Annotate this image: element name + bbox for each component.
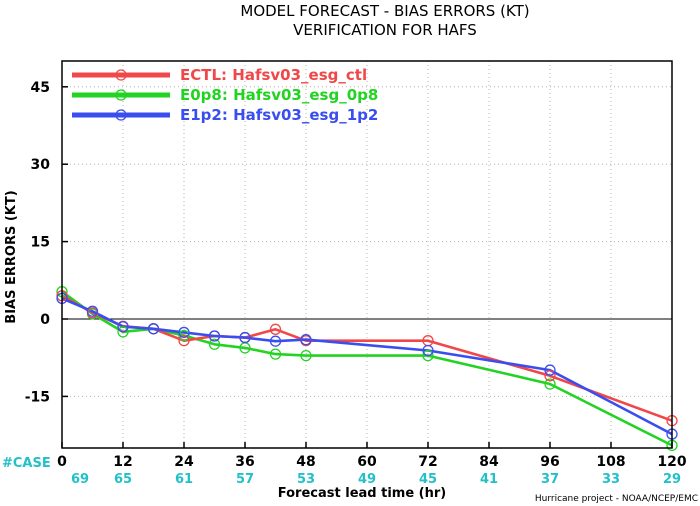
case-count: 33 <box>602 472 620 487</box>
x-tick-label: 108 <box>596 454 625 470</box>
series-marker <box>117 326 129 338</box>
case-count: 57 <box>236 472 254 487</box>
case-count: 61 <box>175 472 193 487</box>
series-marker <box>117 321 129 333</box>
series-marker <box>147 323 160 335</box>
case-count: 65 <box>114 472 132 487</box>
x-tick-labels: 0 12 24 36 48 60 72 84 96 108 120 <box>57 442 687 470</box>
series-marker <box>208 330 221 342</box>
y-tick-label: -15 <box>25 389 50 405</box>
x-tick-label: 0 <box>57 454 67 470</box>
y-tick-label: 15 <box>31 235 50 251</box>
x-tick-label: 96 <box>540 454 559 470</box>
series-marker <box>178 326 190 339</box>
case-count: 53 <box>297 472 315 487</box>
x-tick-label: 120 <box>657 454 686 470</box>
x-tick-label: 36 <box>235 454 254 470</box>
series-marker <box>300 333 312 346</box>
legend-swatch-marker <box>115 109 127 121</box>
case-count: 45 <box>419 472 437 487</box>
case-count: 69 <box>71 472 89 487</box>
credit-text: Hurricane project - NOAA/NCEP/EMC <box>535 494 698 504</box>
series-layer <box>56 286 678 452</box>
y-tick-label: 30 <box>31 157 51 173</box>
x-tick-label: 72 <box>418 454 437 470</box>
x-tick-label: 60 <box>357 454 377 470</box>
legend-label: ECTL: Hafsv03_esg_ctl <box>180 66 367 84</box>
case-count: 41 <box>480 472 498 487</box>
legend-swatch-marker <box>115 89 127 101</box>
case-count: 49 <box>358 472 376 487</box>
y-axis-label: BIAS ERRORS (KT) <box>4 190 19 323</box>
case-count: 37 <box>541 472 559 487</box>
series-marker <box>178 335 190 347</box>
legend: ECTL: Hafsv03_esg_ctl E0p8: Hafsv03_esg_0… <box>72 66 378 124</box>
x-tick-label: 84 <box>479 454 499 470</box>
legend-swatch-marker <box>115 69 127 81</box>
chart-subtitle: VERIFICATION FOR HAFS <box>293 21 477 39</box>
series-marker <box>269 335 282 347</box>
series-marker <box>422 344 434 357</box>
series-marker <box>544 364 556 376</box>
grid <box>62 61 672 448</box>
case-row-label: #CASE <box>2 456 51 471</box>
case-count-row: 69 65 61 57 53 49 45 41 37 33 29 <box>71 472 681 487</box>
legend-label: E1p2: Hafsv03_esg_1p2 <box>180 106 378 124</box>
series-marker <box>544 378 556 390</box>
series-marker <box>269 323 282 335</box>
series-marker <box>239 331 251 344</box>
series-marker <box>208 338 221 350</box>
series-marker <box>300 349 312 362</box>
y-tick-label: 0 <box>40 312 50 328</box>
x-tick-label: 12 <box>113 454 132 470</box>
y-tick-labels: -15 0 15 30 45 <box>25 80 68 405</box>
series-marker <box>544 370 556 382</box>
series-marker <box>178 329 190 342</box>
legend-label: E0p8: Hafsv03_esg_0p8 <box>180 86 378 104</box>
x-tick-label: 48 <box>296 454 315 470</box>
case-count: 29 <box>663 472 681 487</box>
series-marker <box>269 348 282 360</box>
series-marker <box>86 305 99 317</box>
y-tick-label: 45 <box>31 80 50 96</box>
x-axis-label: Forecast lead time (hr) <box>278 486 446 501</box>
series-marker <box>422 349 434 362</box>
chart-title: MODEL FORECAST - BIAS ERRORS (KT) <box>240 2 529 20</box>
x-tick-label: 24 <box>174 454 194 470</box>
